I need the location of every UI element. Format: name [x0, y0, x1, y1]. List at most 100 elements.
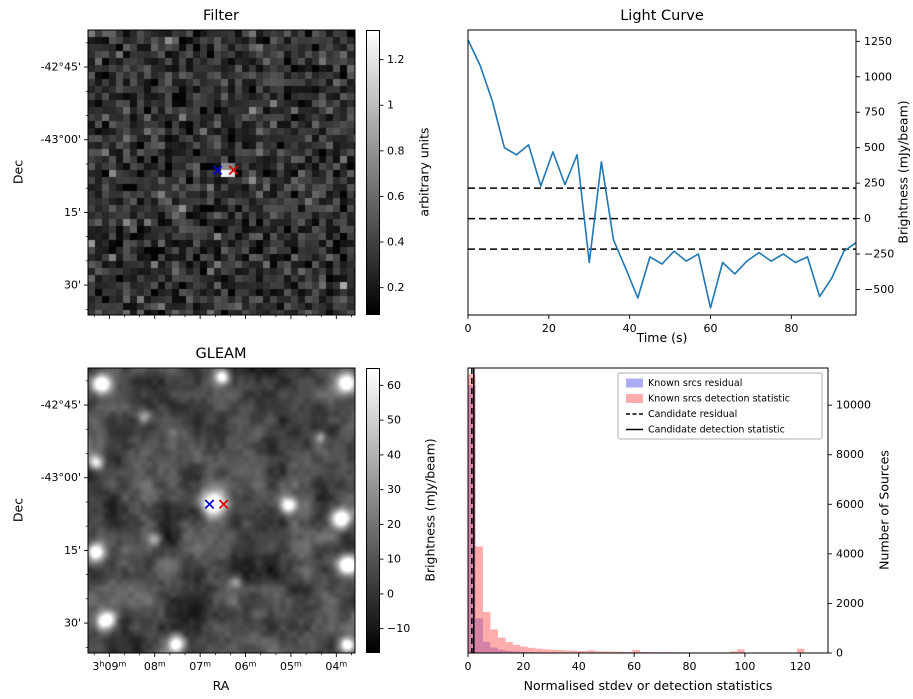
colorbar-tick-label: 1: [387, 99, 394, 112]
legend-label: Known srcs residual: [648, 378, 742, 389]
y-tick-label: 8000: [836, 448, 864, 461]
histogram-bar: [535, 652, 543, 653]
light-curve-axes-frame: [467, 29, 857, 316]
colorbar-tick-label: 0.8: [387, 144, 405, 157]
gleam-title: GLEAM: [195, 346, 247, 362]
colorbar-tick-label: 20: [387, 518, 401, 531]
histogram-bar: [468, 385, 476, 653]
colorbar-tick-label: 0: [387, 587, 394, 600]
colorbar-tick-label: 60: [387, 379, 401, 392]
legend-label: Candidate detection statistic: [648, 425, 785, 436]
y-tick-label: 1250: [864, 35, 892, 48]
dec-tick-label: 15': [64, 544, 81, 557]
filter-image: [88, 30, 355, 315]
colorbar-tick-label: −10: [387, 622, 410, 635]
histogram-bar: [669, 652, 678, 653]
x-tick-label: 20: [516, 660, 530, 673]
histogram-bar: [580, 651, 588, 653]
ra-tick-label: 07m: [189, 660, 211, 674]
colorbar-tick-label: 40: [387, 448, 401, 461]
legend-patch: [626, 378, 643, 388]
y-tick-label: −500: [864, 283, 894, 296]
x-tick-label: 120: [790, 660, 811, 673]
histogram-bar: [662, 652, 670, 653]
histogram-bar: [707, 652, 715, 653]
histogram-bar: [617, 651, 626, 653]
histogram-bar: [512, 644, 521, 653]
gleam-colorbar-label: Brightness (mJy/beam): [422, 438, 438, 582]
y-tick-label: 1000: [864, 70, 892, 83]
histogram-bar: [475, 546, 483, 653]
colorbar-tick-label: 30: [387, 483, 401, 496]
ra-tick-label: 04m: [325, 660, 347, 674]
x-tick-label: 60: [704, 322, 718, 335]
legend-label: Candidate residual: [648, 409, 737, 420]
dec-tick-label: 15': [64, 206, 81, 219]
histogram-axes-frame: [467, 367, 829, 654]
x-tick-label: 80: [784, 322, 798, 335]
histogram-bar: [572, 650, 581, 653]
x-tick-label: 20: [542, 322, 556, 335]
ra-tick-label: 3h09m: [92, 660, 126, 674]
histogram-bar: [475, 618, 483, 653]
x-tick-label: 0: [465, 660, 472, 673]
dec-tick-label: -43°00': [41, 133, 82, 146]
colorbar-tick-label: 0.4: [387, 236, 405, 249]
y-tick-label: 750: [864, 106, 885, 119]
x-tick-label: 40: [572, 660, 586, 673]
histogram-bar: [737, 649, 745, 653]
ra-tick-label: 05m: [280, 660, 302, 674]
histogram-bar: [610, 651, 618, 653]
gleam-xlabel: RA: [212, 678, 230, 693]
light-curve-line: [467, 39, 857, 309]
histogram-bar: [505, 642, 513, 653]
histogram-bar: [468, 374, 476, 653]
histogram-bar: [654, 652, 663, 653]
histogram-bar: [550, 649, 558, 653]
histogram-bar: [647, 652, 655, 653]
histogram-bar: [602, 651, 611, 653]
y-tick-label: 250: [864, 177, 885, 190]
histogram-xlabel: Normalised stdev or detection statistics: [523, 678, 773, 693]
filter-title: Filter: [203, 8, 239, 24]
histogram-bar: [587, 650, 596, 653]
histogram-bar: [520, 646, 528, 653]
histogram-bar: [512, 651, 521, 653]
ra-tick-label: 08m: [144, 660, 166, 674]
histogram-bar: [520, 651, 528, 653]
dec-tick-label: -43°00': [41, 471, 82, 484]
histogram-bar: [595, 651, 603, 653]
histogram-bar: [632, 650, 640, 653]
histogram-bar: [497, 649, 506, 653]
light-curve-ylabel: Brightness (mJy/beam): [895, 100, 911, 244]
filter-ylabel: Dec: [10, 159, 26, 185]
ra-tick-label: 06m: [235, 660, 257, 674]
y-tick-label: −250: [864, 248, 894, 261]
histogram-bar: [527, 652, 536, 653]
y-tick-label: 4000: [836, 547, 864, 560]
histogram-bar: [482, 641, 491, 653]
filter-colorbar: [366, 30, 380, 315]
legend-label: Known srcs detection statistic: [648, 394, 790, 405]
histogram-bar: [490, 629, 498, 653]
colorbar-tick-label: 0.2: [387, 281, 405, 294]
histogram-bar: [497, 637, 506, 653]
y-tick-label: 500: [864, 141, 885, 154]
histogram-bar: [482, 612, 491, 653]
x-tick-label: 40: [623, 322, 637, 335]
y-tick-label: 0: [864, 212, 871, 225]
histogram-bar: [639, 652, 648, 653]
histogram-bar: [535, 648, 543, 653]
histogram-bar: [796, 648, 805, 653]
histogram-bar: [565, 650, 573, 653]
y-tick-label: 0: [836, 647, 843, 660]
colorbar-tick-label: 50: [387, 414, 401, 427]
dec-tick-label: 30': [64, 617, 81, 630]
x-tick-label: 0: [465, 322, 472, 335]
legend-box: [617, 372, 823, 440]
dec-tick-label: 30': [64, 279, 81, 292]
x-tick-label: 80: [683, 660, 697, 673]
histogram-bar: [625, 651, 633, 653]
legend-patch: [626, 394, 643, 403]
light-curve-xlabel: Time (s): [636, 330, 688, 345]
